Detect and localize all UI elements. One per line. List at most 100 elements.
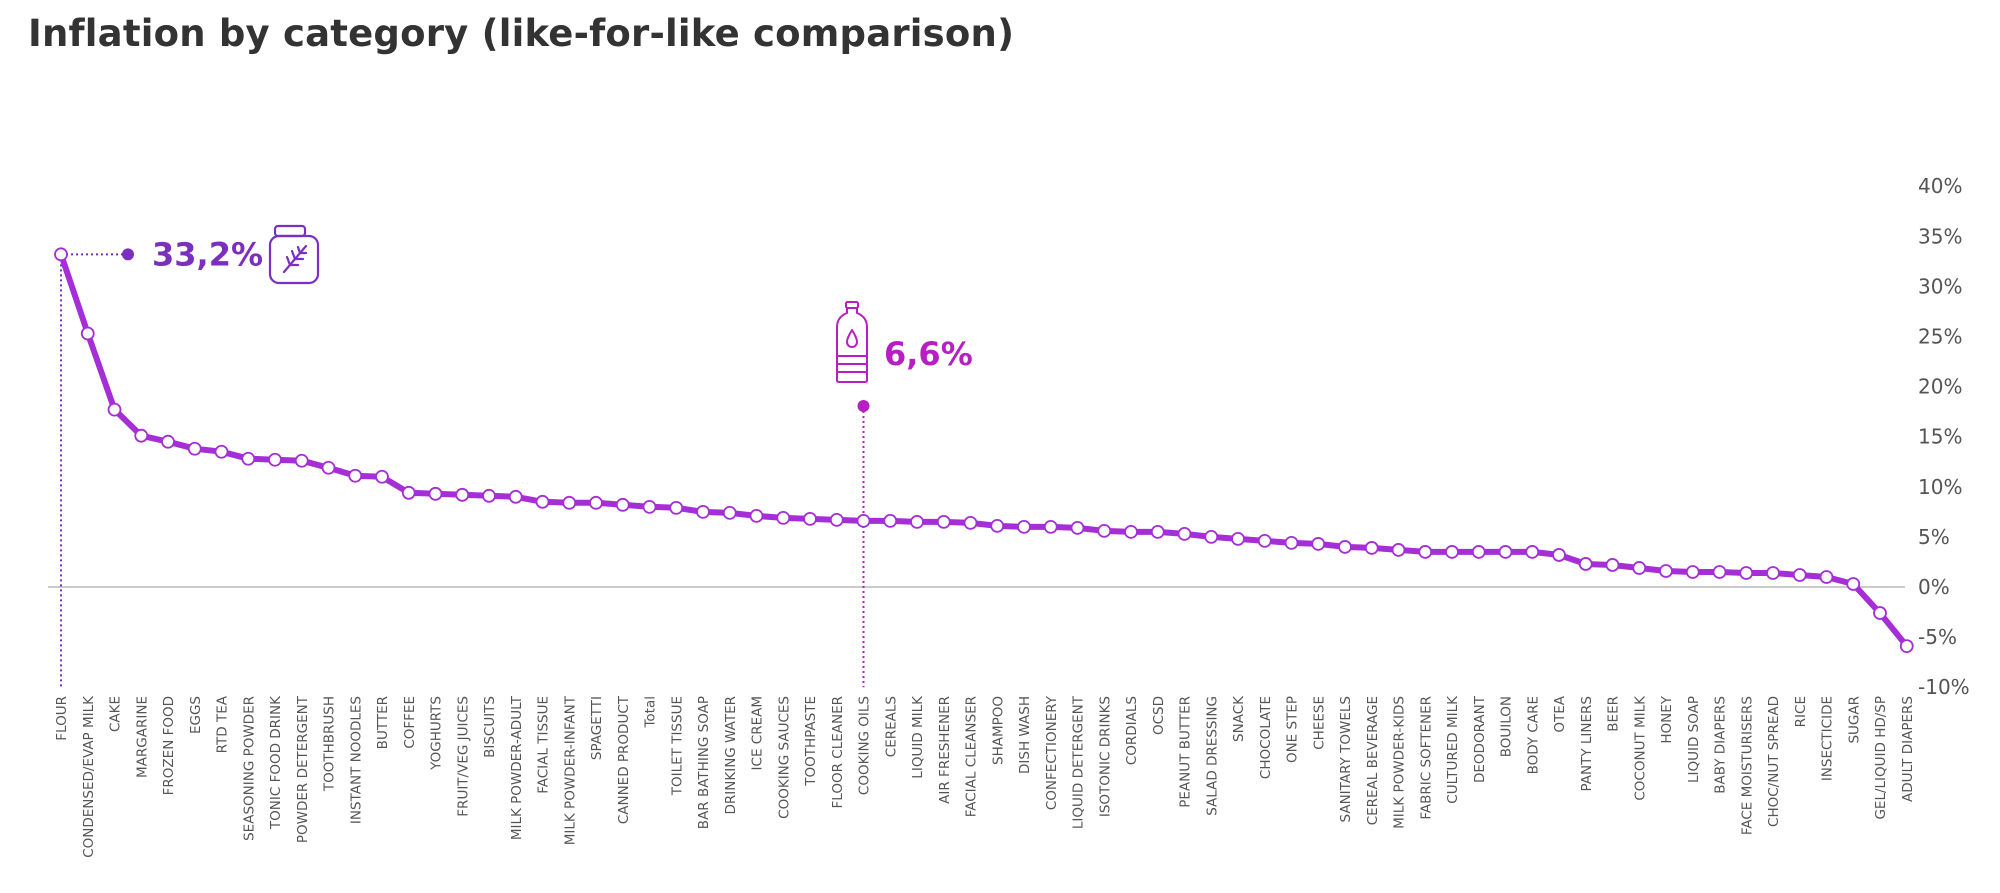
data-point bbox=[722, 505, 737, 520]
x-tick-label: CORDIALS bbox=[1124, 696, 1140, 765]
x-tick-label: SNACK bbox=[1231, 695, 1247, 742]
x-tick-label: TOILET TISSUE bbox=[669, 696, 685, 796]
y-tick-label: 40% bbox=[1918, 174, 1962, 198]
y-tick-label: 10% bbox=[1918, 475, 1962, 499]
x-tick-label: CHOC/NUT SPREAD bbox=[1766, 696, 1782, 827]
y-tick-label: 0% bbox=[1918, 575, 1950, 599]
y-tick-label: 15% bbox=[1918, 425, 1962, 449]
data-point bbox=[910, 514, 924, 529]
x-tick-label: FACIAL CLEANSER bbox=[964, 696, 980, 817]
y-axis: 40% 35% 30% 25% 20% 15% 10% 5% 0% -5% -10% bbox=[1918, 174, 1970, 699]
flour-callout-dot bbox=[122, 248, 134, 261]
y-tick-label: 30% bbox=[1918, 274, 1962, 298]
data-point bbox=[936, 514, 951, 529]
x-tick-label: CONFECTIONERY bbox=[1044, 695, 1060, 810]
data-point bbox=[1043, 519, 1058, 534]
data-point bbox=[669, 500, 684, 515]
data-point bbox=[856, 513, 871, 528]
data-point bbox=[1418, 545, 1433, 559]
data-point bbox=[1204, 530, 1219, 544]
data-point bbox=[1899, 639, 1914, 654]
y-tick-label: 35% bbox=[1918, 224, 1962, 248]
x-tick-label: PANTY LINERS bbox=[1579, 696, 1595, 791]
x-tick-label: ONE STEP bbox=[1285, 696, 1301, 763]
data-point bbox=[1766, 566, 1780, 580]
x-tick-label: FABRIC SOFTENER bbox=[1418, 696, 1434, 820]
x-tick-label: BAR BATHING SOAP bbox=[696, 696, 712, 829]
data-point bbox=[321, 460, 336, 475]
data-point bbox=[187, 441, 202, 456]
x-tick-label: TOOTHBRUSH bbox=[322, 696, 338, 792]
flour-callout-label: 33,2% bbox=[152, 235, 263, 273]
chart-title: Inflation by category (like-for-like com… bbox=[28, 12, 1015, 55]
x-tick-label: FROZEN FOOD bbox=[161, 696, 177, 795]
x-tick-label: DRINKING WATER bbox=[723, 696, 739, 815]
data-point bbox=[589, 495, 603, 510]
data-point bbox=[54, 247, 68, 262]
x-tick-label: LIQUID MILK bbox=[910, 695, 926, 779]
x-tick-label: TONIC FOOD DRINK bbox=[268, 695, 284, 830]
x-tick-label: SUGAR bbox=[1846, 696, 1862, 744]
data-point bbox=[1792, 568, 1807, 582]
x-tick-label: CEREALS bbox=[883, 696, 899, 757]
cooking-oils-callout-dot bbox=[857, 400, 870, 412]
x-tick-label: ADULT DIAPERS bbox=[1900, 696, 1916, 802]
x-tick-label: COOKING SAUCES bbox=[776, 696, 792, 819]
data-point bbox=[294, 453, 309, 468]
x-tick-label: DEODORANT bbox=[1472, 695, 1488, 783]
x-tick-label: Total bbox=[643, 696, 659, 729]
data-point bbox=[1605, 558, 1620, 572]
data-point bbox=[1445, 545, 1459, 559]
x-tick-label: FACIAL TISSUE bbox=[536, 696, 552, 794]
data-point bbox=[803, 511, 817, 526]
data-point bbox=[1739, 566, 1754, 580]
x-tick-label: LIQUID SOAP bbox=[1686, 696, 1702, 783]
data-point bbox=[1070, 520, 1085, 535]
data-point bbox=[241, 451, 256, 466]
x-tick-label: OTEA bbox=[1552, 695, 1568, 732]
data-point bbox=[642, 499, 657, 514]
cooking-oils-callout-label: 6,6% bbox=[884, 335, 973, 373]
x-tick-label: INSTANT NOODLES bbox=[348, 696, 364, 824]
data-point bbox=[1364, 541, 1379, 555]
x-tick-label: CHEESE bbox=[1311, 696, 1327, 750]
data-point bbox=[1846, 577, 1861, 591]
x-tick-label: ICE CREAM bbox=[750, 696, 766, 770]
data-point bbox=[615, 497, 630, 512]
data-point bbox=[1284, 536, 1299, 550]
x-tick-label: EGGS bbox=[188, 696, 204, 734]
x-tick-label: SANITARY TOWELS bbox=[1338, 696, 1354, 822]
x-tick-label: YOGHURTS bbox=[429, 696, 445, 771]
x-tick-label: CHOCOLATE bbox=[1258, 696, 1274, 779]
x-tick-label: MARGARINE bbox=[134, 696, 150, 778]
x-tick-label: SEASONING POWDER bbox=[241, 696, 257, 841]
data-point bbox=[1150, 524, 1165, 539]
data-point bbox=[1338, 540, 1352, 554]
x-tick-label: CAKE bbox=[108, 696, 124, 732]
data-point bbox=[455, 487, 470, 502]
x-tick-label: POWDER DETERGENT bbox=[295, 695, 311, 843]
data-point bbox=[1017, 519, 1031, 534]
data-point bbox=[268, 452, 282, 467]
series-line bbox=[58, 251, 1910, 650]
flour-jar-icon bbox=[268, 224, 320, 285]
data-point bbox=[749, 508, 764, 523]
x-tick-label: BISCUITS bbox=[482, 696, 498, 758]
x-tick-label: FLOUR bbox=[54, 696, 70, 741]
x-tick-label: RTD TEA bbox=[215, 695, 231, 753]
data-point bbox=[482, 488, 496, 503]
data-point bbox=[1632, 561, 1647, 575]
x-tick-label: BABY DIAPERS bbox=[1713, 696, 1729, 794]
x-tick-label: SALAD DRESSING bbox=[1204, 696, 1220, 816]
data-point bbox=[1231, 532, 1245, 546]
data-point bbox=[375, 469, 389, 484]
x-tick-label: ISOTONIC DRINKS bbox=[1097, 696, 1113, 817]
data-point bbox=[1257, 534, 1272, 548]
data-point bbox=[508, 489, 523, 504]
x-tick-label: MILK POWDER-ADULT bbox=[509, 695, 525, 840]
data-point bbox=[1819, 570, 1834, 584]
x-tick-label: FACE MOISTURISERS bbox=[1739, 696, 1755, 835]
x-tick-label: SPAGETTI bbox=[589, 696, 605, 760]
x-tick-label: LIQUID DETERGENT bbox=[1071, 695, 1087, 829]
